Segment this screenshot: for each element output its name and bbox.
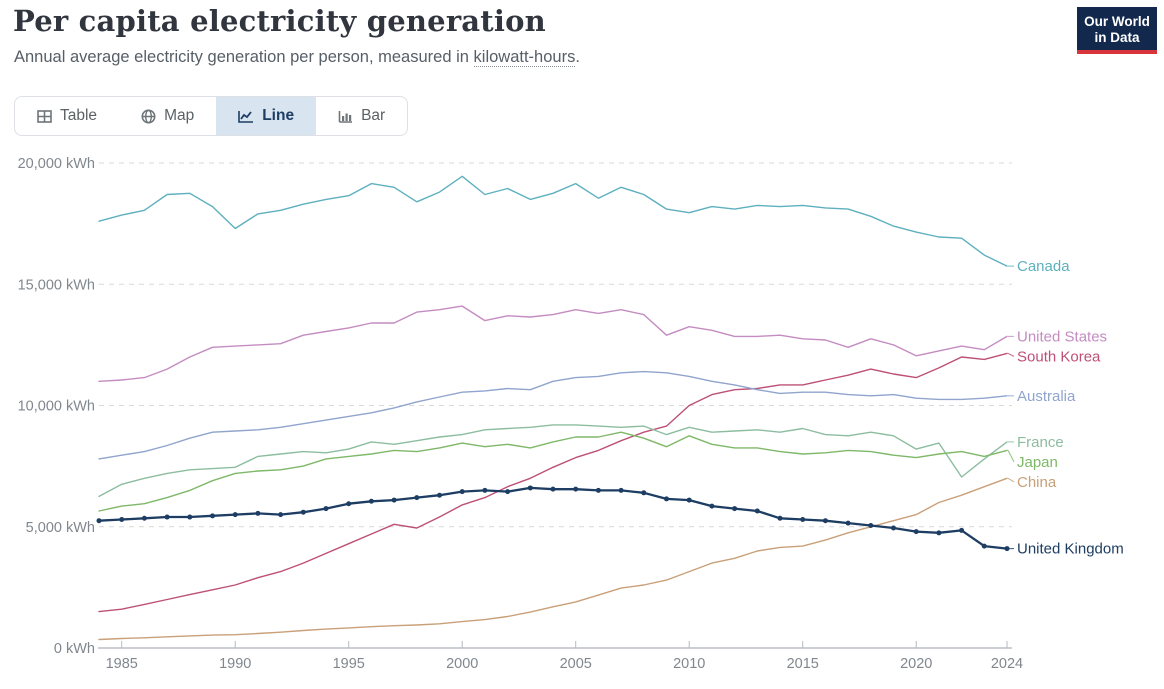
- data-point-united-kingdom: [164, 514, 170, 520]
- series-line-australia[interactable]: [98, 370, 1008, 460]
- data-point-united-kingdom: [936, 530, 942, 536]
- data-point-united-kingdom: [482, 487, 488, 493]
- data-point-united-kingdom: [891, 525, 896, 531]
- data-point-united-kingdom: [232, 512, 238, 518]
- series-line-china[interactable]: [98, 477, 1008, 641]
- subtitle-text: Annual average electricity generation pe…: [14, 48, 474, 66]
- data-point-united-kingdom: [754, 508, 760, 514]
- data-point-united-kingdom: [368, 498, 374, 504]
- data-point-united-kingdom: [391, 497, 397, 503]
- x-axis-tick-label: 2010: [673, 656, 705, 672]
- series-label-australia[interactable]: Australia: [1017, 388, 1076, 405]
- series-label-china[interactable]: China: [1017, 474, 1057, 491]
- owid-logo[interactable]: Our World in Data: [1077, 7, 1157, 54]
- data-point-united-kingdom: [709, 503, 715, 509]
- data-point-united-kingdom: [822, 518, 828, 524]
- data-point-united-kingdom: [527, 485, 533, 491]
- data-point-united-kingdom: [777, 515, 783, 521]
- x-axis-tick-label: 2020: [900, 656, 932, 672]
- data-point-united-kingdom: [800, 516, 806, 522]
- series-line-canada[interactable]: [98, 175, 1008, 267]
- data-point-united-kingdom: [187, 514, 193, 520]
- data-point-united-kingdom: [505, 489, 511, 495]
- series-line-united-kingdom[interactable]: [97, 486, 1009, 550]
- tab-table[interactable]: Table: [15, 97, 119, 135]
- series-line-france[interactable]: [98, 424, 1008, 498]
- y-axis-tick-label: 10,000 kWh: [18, 399, 95, 415]
- x-axis-tick-label: 1985: [106, 656, 138, 672]
- x-axis-tick-label: 2024: [991, 656, 1023, 672]
- data-point-united-kingdom: [437, 492, 442, 498]
- data-point-united-kingdom: [255, 510, 261, 516]
- y-axis-tick-label: 0 kWh: [54, 641, 95, 657]
- chart-type-tabs: Table Map Line Bar: [14, 96, 409, 136]
- data-point-united-kingdom: [323, 506, 329, 512]
- series-line-united-states[interactable]: [98, 305, 1008, 382]
- series-label-united-kingdom[interactable]: United Kingdom: [1017, 541, 1124, 558]
- bar-chart-icon: [338, 109, 353, 124]
- data-point-united-kingdom: [981, 543, 987, 549]
- data-point-united-kingdom: [1004, 546, 1010, 552]
- data-point-united-kingdom: [595, 487, 601, 493]
- data-point-united-kingdom: [459, 489, 465, 495]
- data-point-united-kingdom: [96, 518, 102, 524]
- chart-subtitle: Annual average electricity generation pe…: [14, 48, 580, 67]
- data-point-united-kingdom: [573, 486, 579, 492]
- data-point-united-kingdom: [300, 509, 306, 515]
- page-title: Per capita electricity generation: [13, 4, 546, 38]
- tab-map-label: Map: [164, 107, 195, 124]
- series-line-japan[interactable]: [98, 431, 1008, 512]
- series-label-connector: [1007, 352, 1015, 357]
- data-point-united-kingdom: [664, 496, 669, 502]
- data-point-united-kingdom: [119, 516, 125, 522]
- series-line-south-korea[interactable]: [98, 352, 1008, 613]
- data-point-united-kingdom: [414, 495, 420, 501]
- kilowatt-hours-link[interactable]: kilowatt-hours: [473, 48, 576, 67]
- data-point-united-kingdom: [550, 486, 556, 492]
- data-point-united-kingdom: [868, 523, 874, 529]
- series-label-canada[interactable]: Canada: [1017, 258, 1070, 275]
- tab-bar-label: Bar: [361, 107, 386, 124]
- tab-table-label: Table: [60, 107, 98, 124]
- series-label-france[interactable]: France: [1017, 434, 1064, 451]
- y-axis-tick-label: 15,000 kWh: [18, 277, 95, 293]
- series-label-connector: [1007, 450, 1015, 463]
- subtitle-period: .: [575, 48, 580, 66]
- data-point-united-kingdom: [210, 513, 215, 519]
- globe-icon: [141, 109, 156, 124]
- data-point-united-kingdom: [278, 512, 284, 518]
- data-point-united-kingdom: [618, 487, 624, 493]
- data-point-united-kingdom: [141, 515, 147, 521]
- x-axis-tick-label: 1995: [333, 656, 365, 672]
- x-axis-tick-label: 1990: [219, 656, 251, 672]
- y-axis-tick-label: 20,000 kWh: [18, 156, 95, 172]
- line-chart-icon: [238, 109, 254, 124]
- tab-bar[interactable]: Bar: [316, 97, 407, 135]
- tab-line[interactable]: Line: [216, 97, 317, 135]
- table-icon: [37, 109, 52, 124]
- data-point-united-kingdom: [346, 501, 352, 507]
- x-axis-tick-label: 2015: [787, 656, 819, 672]
- data-point-united-kingdom: [959, 527, 965, 533]
- series-label-japan[interactable]: Japan: [1017, 454, 1058, 471]
- owid-logo-line1: Our World: [1084, 14, 1150, 29]
- y-axis-tick-label: 5,000 kWh: [26, 520, 95, 536]
- x-axis-tick-label: 2005: [560, 656, 592, 672]
- series-label-united-states[interactable]: United States: [1017, 328, 1107, 345]
- x-axis-tick-label: 2000: [446, 656, 478, 672]
- owid-logo-line2: in Data: [1094, 30, 1140, 45]
- data-point-united-kingdom: [913, 529, 919, 535]
- tab-map[interactable]: Map: [119, 97, 216, 135]
- series-label-south-korea[interactable]: South Korea: [1017, 348, 1101, 365]
- data-point-united-kingdom: [845, 520, 851, 526]
- data-point-united-kingdom: [686, 497, 692, 503]
- tab-line-label: Line: [262, 107, 295, 124]
- series-label-connector: [1007, 477, 1015, 483]
- data-point-united-kingdom: [732, 506, 738, 512]
- data-point-united-kingdom: [641, 490, 647, 496]
